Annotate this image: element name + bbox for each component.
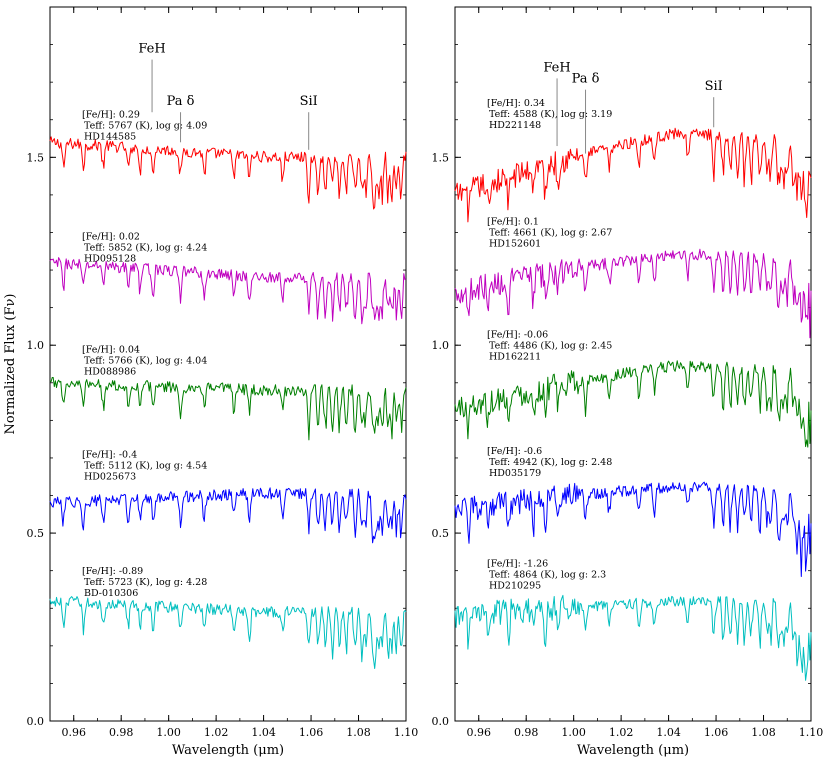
panel0-x-tick-label: 0.98 (109, 726, 134, 739)
panel0-series-3-annotation-0: [Fe/H]: -0.4 (82, 450, 137, 461)
panel1-x-tick-label: 1.06 (704, 726, 729, 739)
panel1-spectrum-line-4 (454, 594, 812, 681)
panel0-series-4-annotation-2: BD-010306 (84, 588, 138, 599)
panel0-series-1-annotation-0: [Fe/H]: 0.02 (82, 232, 140, 243)
panel0-series-2-annotation-2: HD088986 (84, 366, 136, 377)
panel1-y-tick-label: 1.5 (432, 151, 450, 164)
panel1-series-4-annotation-1: Teff: 4864 (K), log g: 2.3 (489, 570, 606, 581)
panel1-series-1-annotation-1: Teff: 4661 (K), log g: 2.67 (489, 228, 612, 239)
panel1-y-tick-label: 1.0 (432, 339, 450, 352)
panel1-x-tick-label: 1.04 (656, 726, 681, 739)
panel1-spectrum-line-0 (454, 127, 812, 223)
panel1-series-3-annotation-1: Teff: 4942 (K), log g: 2.48 (489, 457, 612, 468)
panel1-x-tick-label: 1.08 (751, 726, 776, 739)
panel1-x-tick-label: 1.10 (799, 726, 824, 739)
panel1-x-tick-label: 1.02 (609, 726, 634, 739)
panel1-series-0-annotation-1: Teff: 4588 (K), log g: 3.19 (489, 109, 612, 120)
panel1-series-3-annotation-0: [Fe/H]: -0.6 (487, 446, 542, 457)
panel0-y-axis-label: Normalized Flux (Fν) (3, 294, 18, 435)
panel1-y-tick-label: 0.0 (432, 715, 450, 728)
panel0-x-tick-label: 0.96 (61, 726, 86, 739)
panel0-series-1-annotation-1: Teff: 5852 (K), log g: 4.24 (84, 243, 207, 254)
panel1-series-2-annotation-1: Teff: 4486 (K), log g: 2.45 (489, 340, 612, 351)
panel0-series-0-annotation-0: [Fe/H]: 0.29 (82, 109, 140, 120)
panel0-x-tick-label: 1.02 (204, 726, 229, 739)
panel1-x-tick-label: 1.00 (561, 726, 586, 739)
panel0-spectrum-line-1 (49, 257, 407, 325)
panel1-series-1-annotation-0: [Fe/H]: 0.1 (487, 217, 539, 228)
panel0-y-tick-label: 1.5 (27, 151, 45, 164)
panel1-y-tick-label: 0.5 (432, 527, 450, 540)
panel1-series-2-annotation-2: HD162211 (489, 351, 541, 362)
panel1-series-4-annotation-0: [Fe/H]: -1.26 (487, 559, 548, 570)
panel0-series-4-annotation-0: [Fe/H]: -0.89 (82, 566, 143, 577)
panel1-spectrum-line-2 (454, 360, 812, 448)
panel0-y-tick-label: 1.0 (27, 339, 45, 352)
panel0-x-tick-label: 1.08 (346, 726, 371, 739)
panel0-spectrum-line-0 (49, 136, 407, 210)
panel0-x-tick-label: 1.06 (299, 726, 324, 739)
panel0-marker-label-1: Pa δ (167, 94, 195, 109)
panel0-y-tick-label: 0.0 (27, 715, 45, 728)
panel1-series-3-annotation-2: HD035179 (489, 468, 541, 479)
panel0-spectrum-line-4 (49, 596, 407, 669)
panel0-plot-frame (49, 6, 407, 722)
panel1-series-2-annotation-0: [Fe/H]: -0.06 (487, 329, 548, 340)
panel0-series-0-annotation-2: HD144585 (84, 131, 136, 142)
panel0-series-2-annotation-0: [Fe/H]: 0.04 (82, 344, 140, 355)
panel0-series-2-annotation-1: Teff: 5766 (K), log g: 4.04 (84, 355, 207, 366)
panel0-series-4-annotation-1: Teff: 5723 (K), log g: 4.28 (84, 577, 207, 588)
panel1-series-1-annotation-2: HD152601 (489, 239, 541, 250)
panel0-y-tick-label: 0.5 (27, 527, 45, 540)
panel0-series-0-annotation-1: Teff: 5767 (K), log g: 4.09 (84, 120, 207, 131)
panel0-series-3-annotation-2: HD025673 (84, 472, 136, 483)
panel0-x-axis-label: Wavelength (μm) (172, 743, 284, 758)
panel1-series-4-annotation-2: HD210295 (489, 581, 541, 592)
panel0-spectrum-line-3 (49, 487, 407, 544)
panel1-marker-label-2: SiI (705, 79, 723, 94)
panel0-series-1-annotation-2: HD095128 (84, 254, 136, 265)
panel1-series-0-annotation-2: HD221148 (489, 120, 541, 131)
panel1-marker-label-1: Pa δ (572, 72, 600, 87)
panel0-spectrum-line-2 (49, 377, 407, 441)
panel1-spectrum-line-3 (454, 481, 812, 577)
panel0-x-tick-label: 1.10 (394, 726, 419, 739)
panel0-x-tick-label: 1.00 (156, 726, 181, 739)
panel1-marker-label-0: FeH (543, 60, 570, 75)
panel1-x-tick-label: 0.98 (514, 726, 539, 739)
panel0-marker-label-0: FeH (138, 42, 165, 57)
panel0-series-3-annotation-1: Teff: 5112 (K), log g: 4.54 (84, 461, 207, 472)
panel1-x-axis-label: Wavelength (μm) (577, 743, 689, 758)
panel0-marker-label-2: SiI (300, 94, 318, 109)
panel1-series-0-annotation-0: [Fe/H]: 0.34 (487, 98, 545, 109)
panel1-plot-frame (454, 6, 812, 722)
panel1-spectrum-line-1 (454, 248, 812, 339)
panel1-x-tick-label: 0.96 (466, 726, 491, 739)
panel0-x-tick-label: 1.04 (251, 726, 276, 739)
